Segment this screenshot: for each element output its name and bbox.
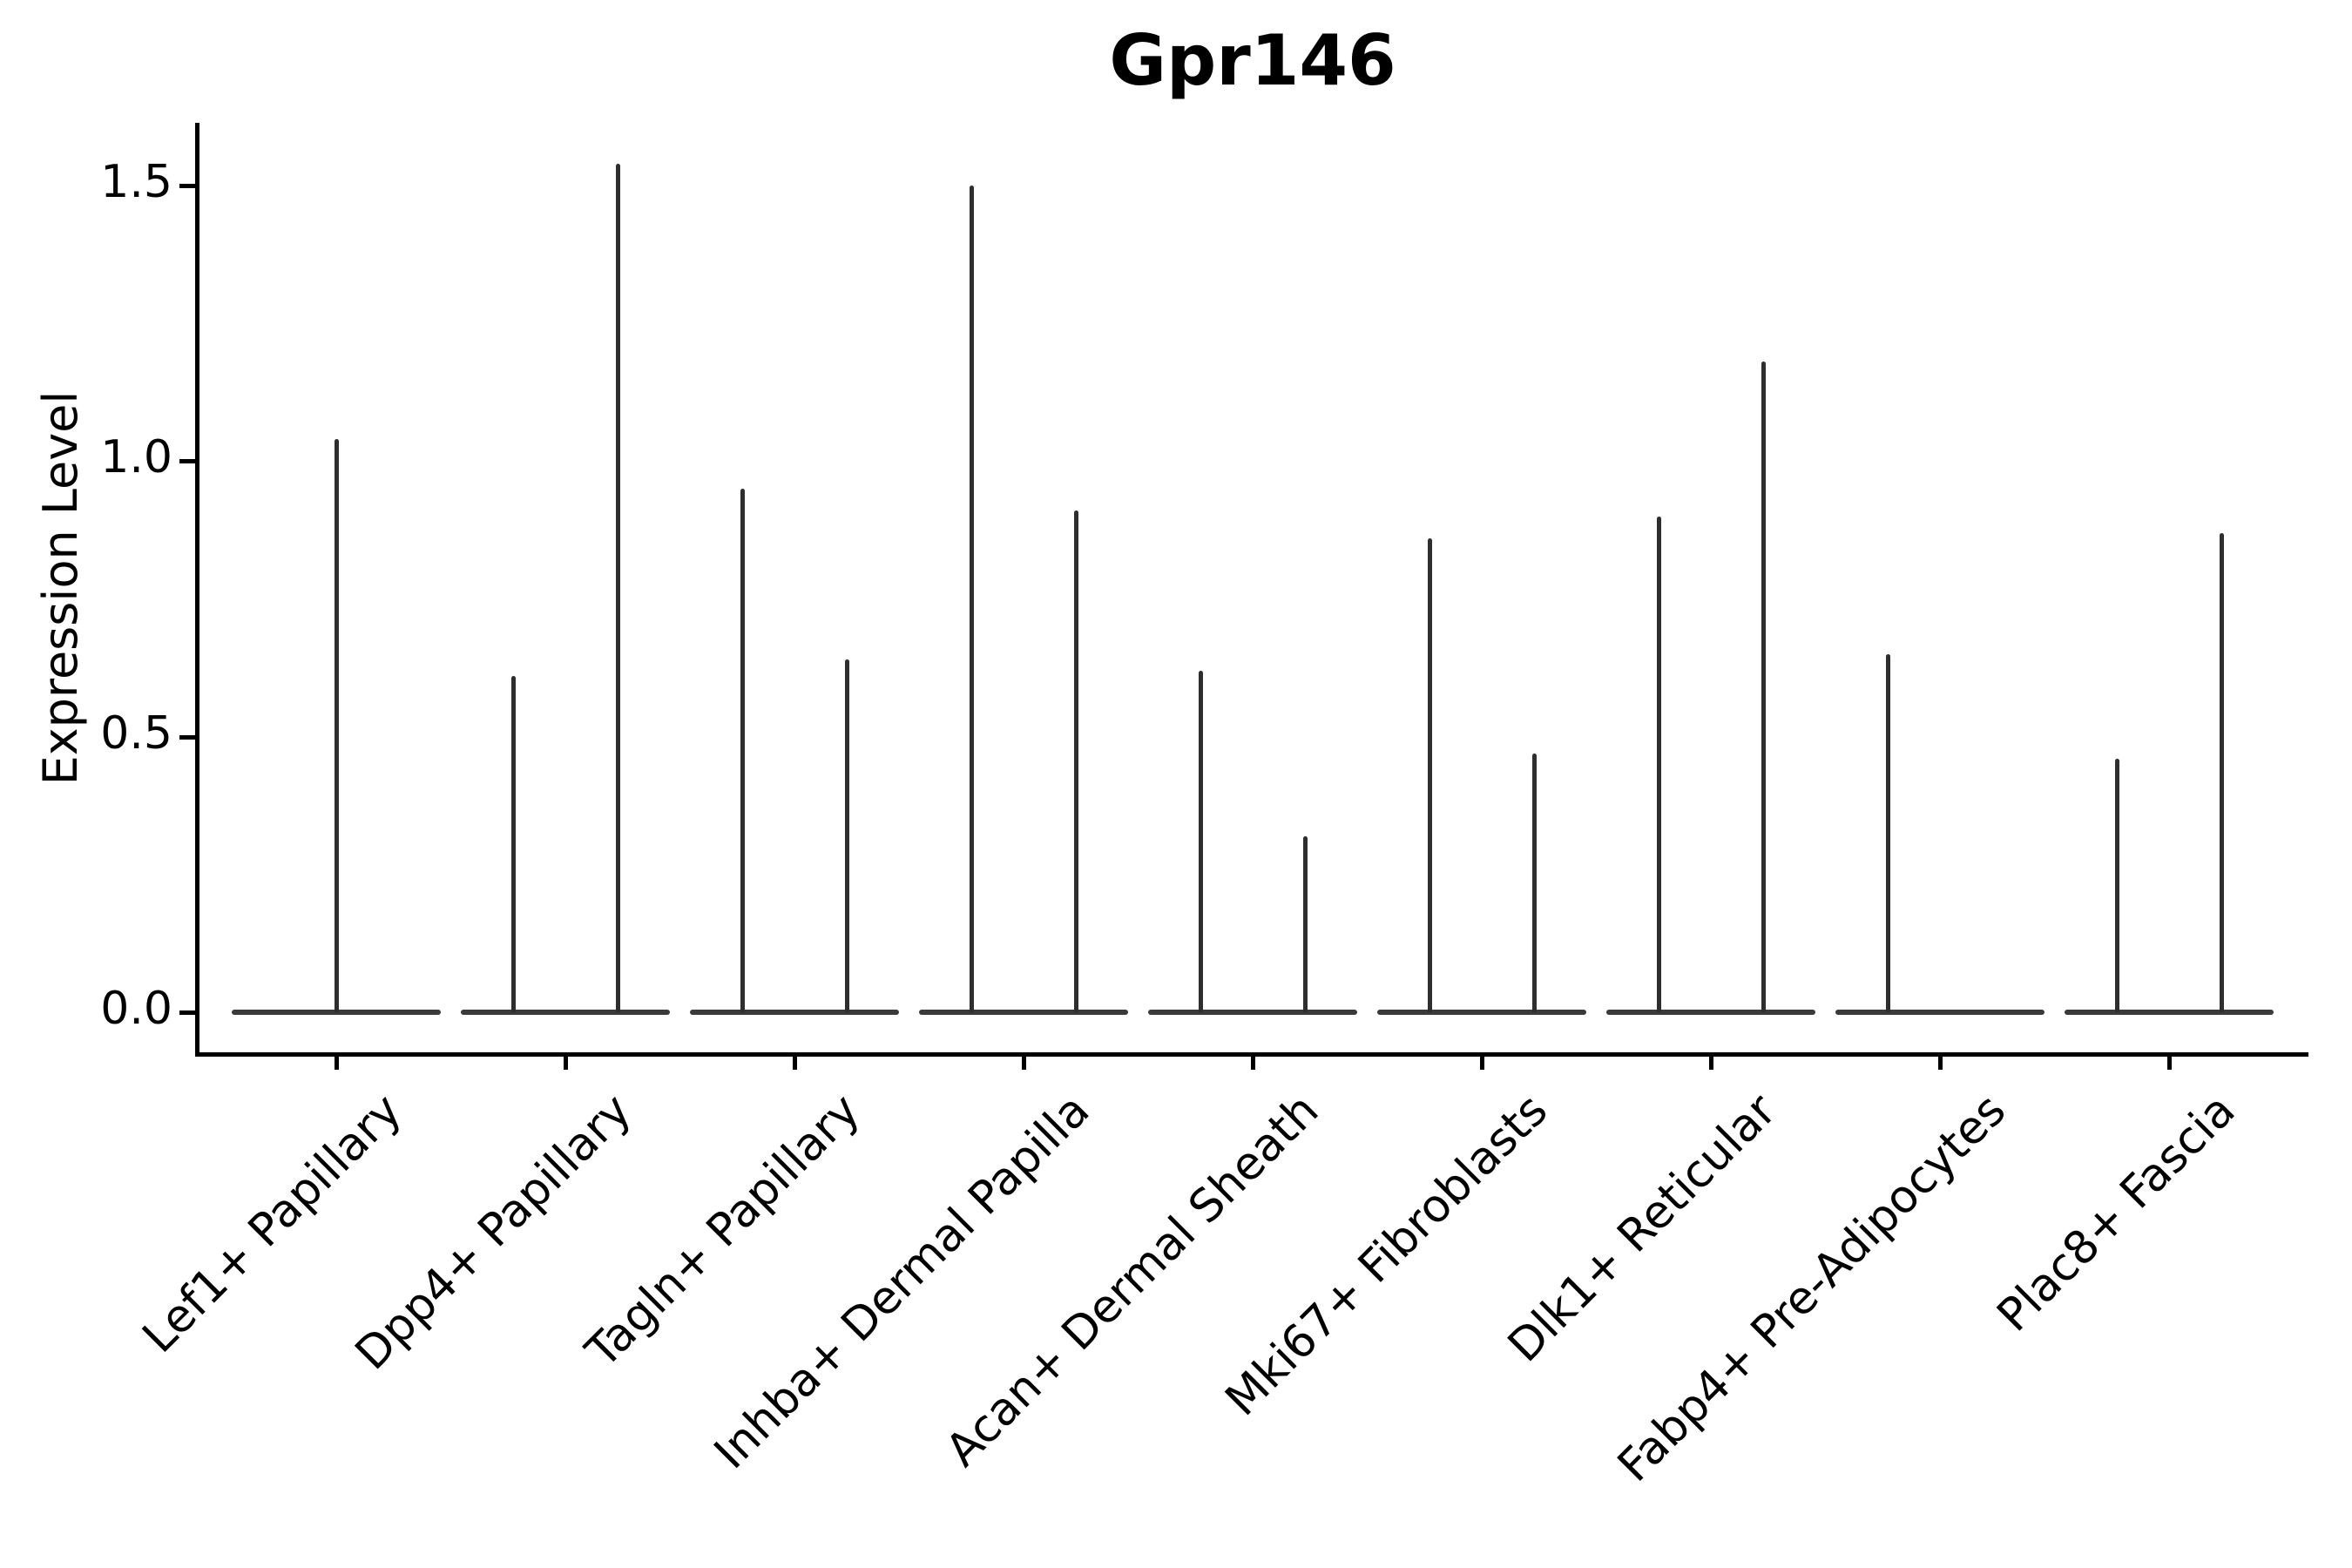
x-category-label: Plac8+ Fascia: [1987, 1084, 2246, 1342]
violin-baseline: [1835, 1010, 2044, 1015]
x-axis-tick: [564, 1057, 568, 1070]
violin-spike: [1198, 670, 1203, 1012]
y-axis-tick-label: 1.0: [100, 431, 172, 484]
violin-spike: [1656, 516, 1661, 1012]
violin-baseline: [461, 1010, 670, 1015]
x-axis-tick: [1251, 1057, 1255, 1070]
y-axis-tick-label: 1.5: [100, 155, 172, 208]
violin-spike: [510, 676, 516, 1012]
x-axis-tick: [1709, 1057, 1713, 1070]
violin-spike: [2219, 532, 2224, 1012]
y-axis-tick-label: 0.5: [100, 706, 172, 760]
violin-spike: [844, 659, 849, 1012]
violin-spike: [1427, 537, 1432, 1012]
violin-spike: [740, 488, 745, 1012]
x-category-label: Acan+ Dermal Sheath: [936, 1084, 1329, 1477]
x-axis-tick: [2167, 1057, 2172, 1070]
violin-baseline: [2065, 1010, 2274, 1015]
violin-baseline: [919, 1010, 1128, 1015]
x-axis-tick: [335, 1057, 339, 1070]
violin-baseline: [1377, 1010, 1586, 1015]
y-axis-tick: [179, 1010, 195, 1015]
y-axis-tick-label: 0.0: [100, 983, 172, 1035]
y-axis-tick: [179, 459, 195, 464]
violin-spike: [1073, 510, 1078, 1012]
y-axis-tick: [179, 734, 195, 740]
violin-baseline: [232, 1010, 441, 1015]
y-axis-spine: [195, 123, 199, 1057]
violin-spike: [334, 438, 339, 1012]
violin-spike: [1761, 362, 1766, 1012]
violin-spike: [1531, 753, 1537, 1012]
violin-spike: [1885, 653, 1890, 1012]
x-axis-tick: [1022, 1057, 1026, 1070]
x-axis-tick: [1480, 1057, 1484, 1070]
plot-title: Gpr146: [1109, 20, 1396, 101]
violin-spike: [2114, 758, 2119, 1012]
y-axis-tick: [179, 183, 195, 188]
x-category-label: Fabp4+ Pre-Adipocytes: [1607, 1084, 2017, 1492]
x-category-label: Inhba+ Dermal Papilla: [704, 1084, 1100, 1480]
x-axis-tick: [1938, 1057, 1943, 1070]
violin-baseline: [1606, 1010, 1815, 1015]
violin-baseline: [1148, 1010, 1357, 1015]
x-axis-tick: [793, 1057, 797, 1070]
violin-spike: [1302, 835, 1308, 1012]
violin-spike: [615, 163, 620, 1012]
x-axis-spine: [195, 1052, 2308, 1057]
violin-baseline: [690, 1010, 899, 1015]
violin-spike: [969, 185, 974, 1012]
